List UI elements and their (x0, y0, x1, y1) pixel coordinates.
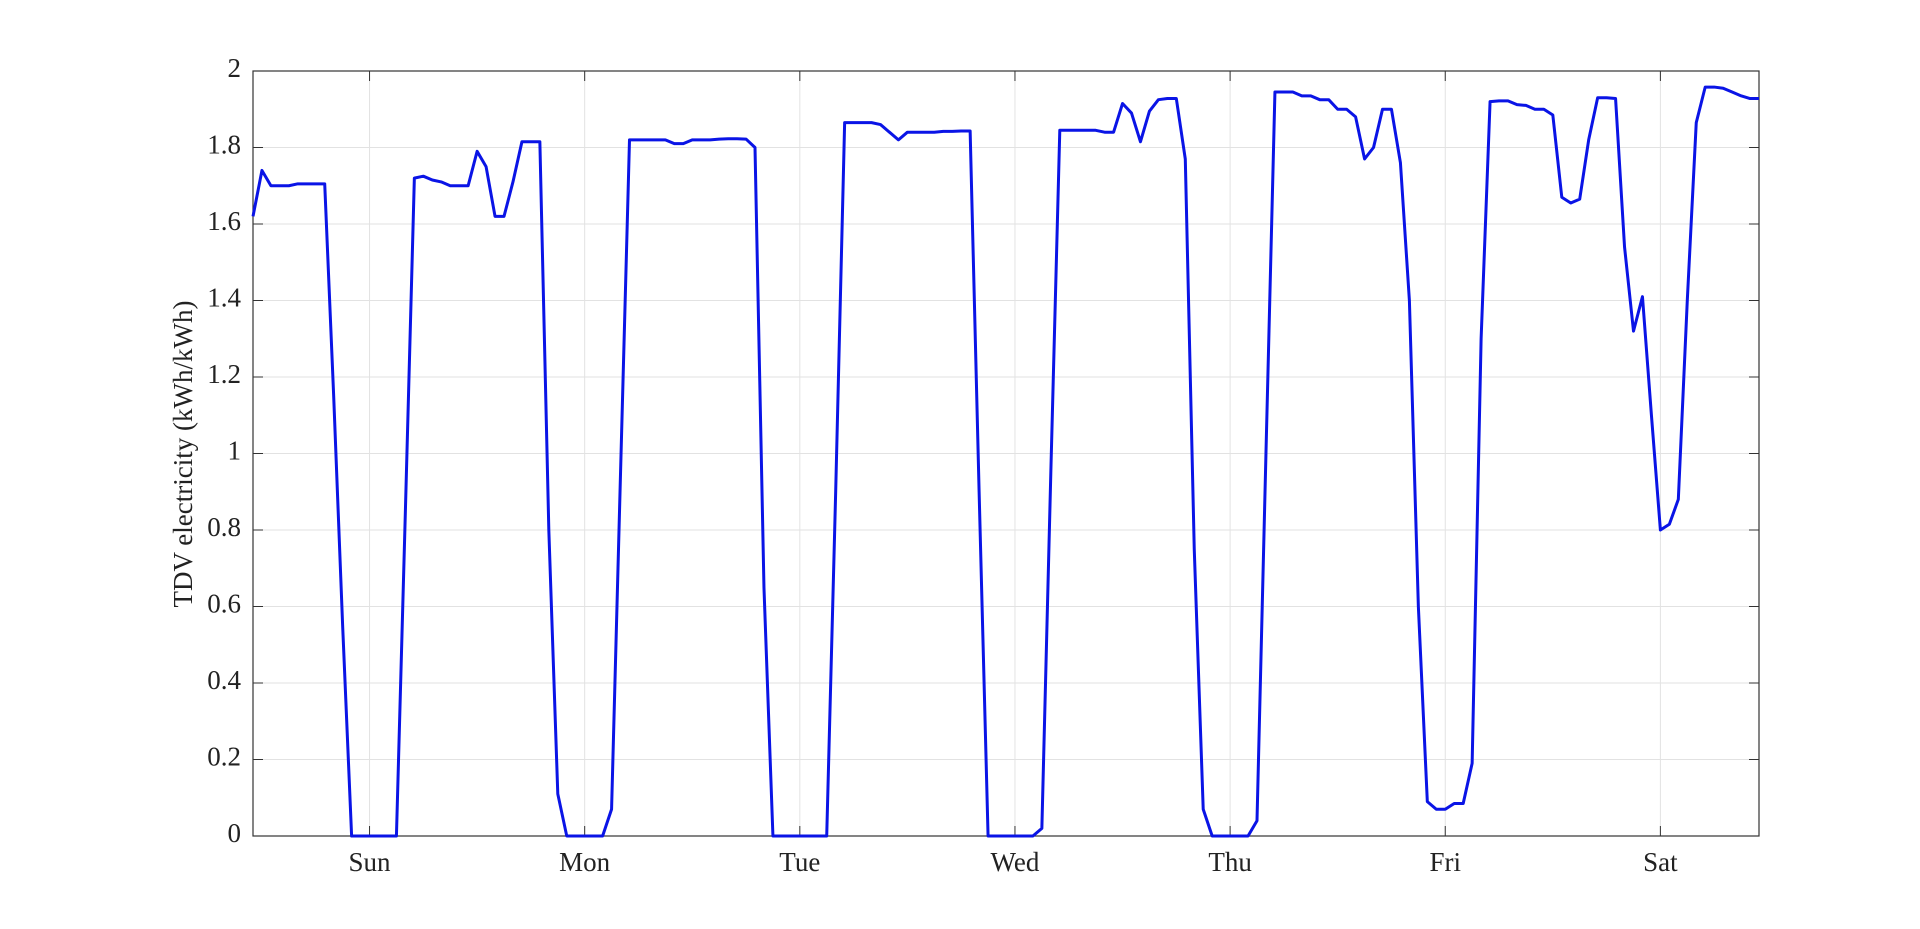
x-tick-label: Sat (1643, 847, 1678, 877)
y-tick-label: 0 (228, 818, 242, 848)
y-axis-label: TDV electricity (kWh/kWh) (168, 301, 198, 608)
data-line (251, 85, 1759, 838)
y-tick-label: 0.2 (207, 742, 241, 772)
x-tick-label: Thu (1208, 847, 1252, 877)
y-tick-label: 1.4 (207, 283, 241, 313)
y-tick-label: 0.6 (207, 589, 241, 619)
y-tick-label: 1.8 (207, 130, 241, 160)
y-tick-label: 1 (228, 436, 242, 466)
x-tick-label: Fri (1429, 847, 1461, 877)
x-tick-label: Wed (991, 847, 1040, 877)
y-tick-label: 0.8 (207, 512, 241, 542)
y-tick-label: 2 (228, 53, 242, 83)
x-tick-label: Mon (559, 847, 611, 877)
y-tick-label: 0.4 (207, 665, 241, 695)
x-tick-label: Tue (779, 847, 820, 877)
y-tick-label: 1.2 (207, 359, 241, 389)
y-tick-label: 1.6 (207, 206, 241, 236)
x-tick-label: Sun (349, 847, 392, 877)
